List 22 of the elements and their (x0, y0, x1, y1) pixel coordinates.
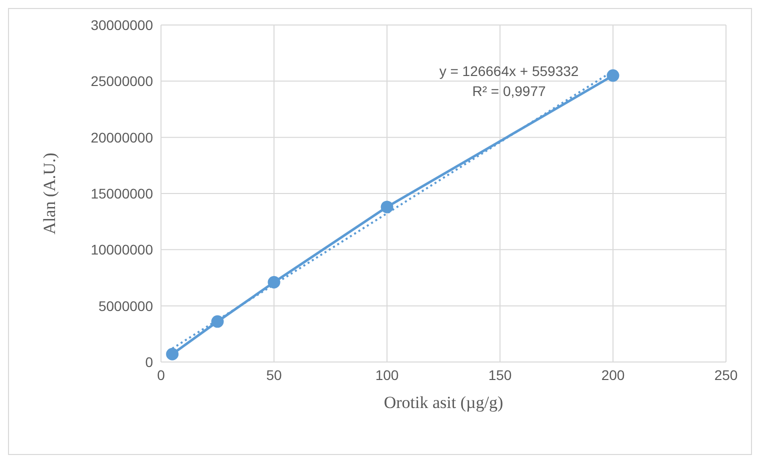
point (268, 276, 280, 288)
y-tick-label: 0 (145, 354, 154, 370)
x-tick-label: 150 (488, 366, 512, 383)
annotation: y = 126664x + 559332 (438, 62, 580, 81)
y-axis-title: Alan (A.U.) (40, 152, 60, 234)
y-tick-label: 15000000 (90, 185, 154, 202)
y-tick-label: 10000000 (90, 242, 154, 258)
point (211, 315, 224, 328)
x-axis-title: Orotik asit (µg/g) (384, 393, 504, 412)
annotation: R² = 0,9977 (471, 82, 547, 101)
y-tick-label: 30000000 (90, 16, 154, 33)
x-tick-label: 0 (157, 366, 166, 383)
x-tick-label: 200 (601, 366, 625, 383)
point (380, 200, 394, 214)
x-tick-label: 250 (714, 366, 738, 383)
x-tick-label: 100 (375, 366, 399, 383)
point (166, 348, 179, 360)
y-tick-label: 5000000 (98, 298, 154, 314)
y-tick-label: 20000000 (90, 129, 154, 146)
point (606, 69, 620, 82)
x-tick-label: 50 (266, 366, 282, 383)
y-tick-label: 25000000 (90, 73, 154, 90)
